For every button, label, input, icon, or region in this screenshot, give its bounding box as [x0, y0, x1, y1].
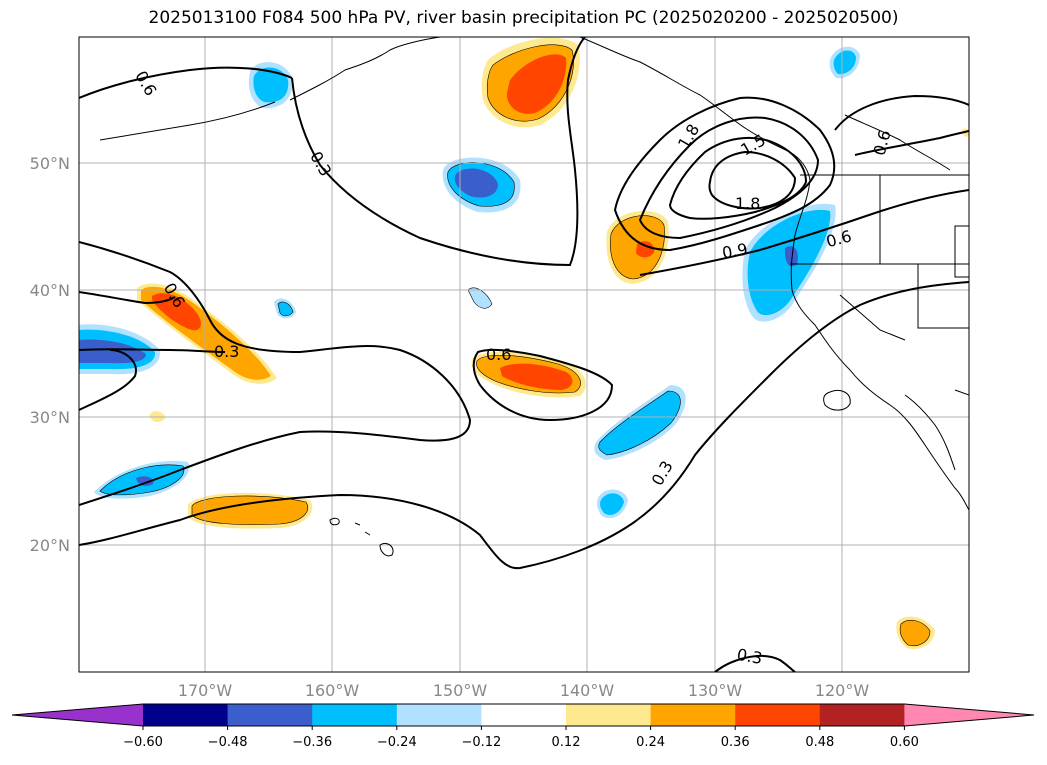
colorbar-extend-high — [904, 704, 1034, 726]
colorbar-segment — [650, 704, 736, 726]
lon-label: 170°W — [178, 681, 233, 700]
contour-label: 0.3 — [648, 457, 677, 489]
contour-label: 0.3 — [735, 645, 763, 668]
colorbar-segment — [566, 704, 652, 726]
colorbar-tick-label: 0.36 — [721, 735, 750, 750]
contour-label: 0.6 — [486, 345, 511, 364]
lon-label: 130°W — [688, 681, 743, 700]
colorbar-tick-label: 0.12 — [552, 735, 581, 750]
contour-label: 0.6 — [131, 68, 160, 100]
map-title: 2025013100 F084 500 hPa PV, river basin … — [148, 8, 899, 28]
map-frame — [78, 36, 970, 673]
colorbar-tick-label: −0.48 — [208, 735, 248, 750]
lat-label: 40°N — [30, 281, 70, 300]
graticule — [79, 37, 969, 672]
lon-label: 120°W — [815, 681, 870, 700]
lon-label: 140°W — [560, 681, 615, 700]
colorbar-tick-label: −0.12 — [461, 735, 501, 750]
colorbar-extend-low — [12, 704, 143, 726]
lat-label: 20°N — [30, 536, 70, 555]
colorbar-segment — [481, 704, 567, 726]
lon-label: 160°W — [305, 681, 360, 700]
contour-label: 0.3 — [214, 342, 239, 361]
colorbar-segment — [312, 704, 398, 726]
colorbar-tick-label: −0.36 — [292, 735, 332, 750]
colorbar-segment — [143, 704, 229, 726]
pv-contour-labels: 0.6 0.3 0.6 0.3 0.6 0.3 1.8 1.5 1.8 0.9 … — [131, 68, 894, 669]
colorbar-segment — [396, 704, 482, 726]
colorbar: −0.60 −0.48 −0.36 −0.24 −0.12 0.12 0.24 0.36 0.4… — [11, 703, 1035, 750]
lat-label: 30°N — [30, 408, 70, 427]
latitude-labels: 50°N 40°N 30°N 20°N — [30, 154, 70, 555]
contour-label: 0.3 — [306, 148, 335, 180]
colorbar-tick-label: −0.24 — [377, 735, 417, 750]
colorbar-segment — [227, 704, 313, 726]
contour-label: 1.8 — [735, 194, 760, 213]
colorbar-segment — [735, 704, 821, 726]
colorbar-tick-label: −0.60 — [123, 735, 163, 750]
lat-label: 50°N — [30, 154, 70, 173]
colorbar-tick-label: 0.48 — [805, 735, 834, 750]
colorbar-tick-label: 0.60 — [890, 735, 919, 750]
pv-contours — [79, 37, 969, 672]
contour-label: 0.6 — [870, 128, 895, 158]
contour-label: 0.9 — [721, 239, 749, 262]
colorbar-tick-label: 0.24 — [636, 735, 665, 750]
colorbar-segment — [819, 704, 905, 726]
lon-label: 150°W — [433, 681, 488, 700]
longitude-labels: 170°W 160°W 150°W 140°W 130°W 120°W — [178, 681, 870, 700]
map-area: 0.6 0.3 0.6 0.3 0.6 0.3 1.8 1.5 1.8 0.9 … — [79, 37, 969, 672]
